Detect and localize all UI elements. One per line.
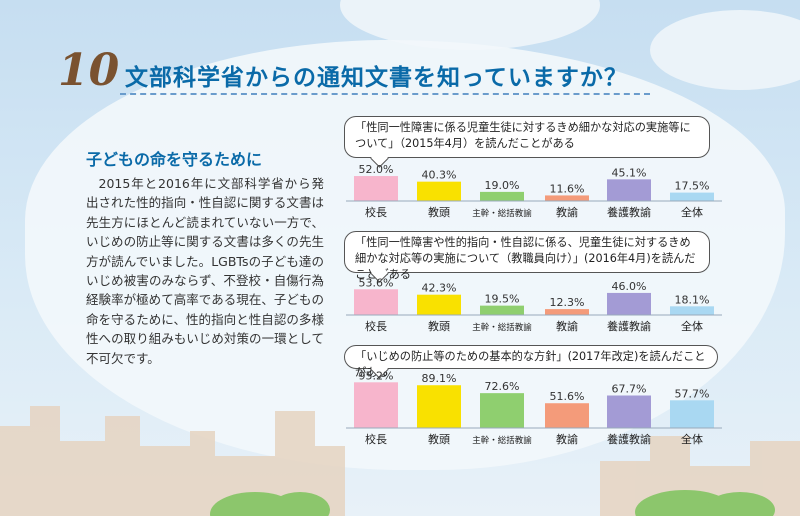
chart-2-value-label-6: 18.1% <box>675 293 710 306</box>
chart-2-category-label-1: 校長 <box>365 319 387 333</box>
chart-1-title: 「性同一性障害に係る児童生徒に対するきめ細かな対応の実施等について」（2015年… <box>355 121 691 150</box>
page-title: 文部科学省からの通知文書を知っていますか？ <box>125 65 628 91</box>
chart-2-category-label-4: 教諭 <box>556 319 578 333</box>
chart-3-category-label-6: 全体 <box>681 432 703 446</box>
chart-1-bar-2 <box>417 181 461 201</box>
chart-3-category-label-1: 校長 <box>365 432 387 446</box>
chart-1-bar-3 <box>480 191 524 201</box>
chart-1-value-label-6: 17.5% <box>675 180 710 193</box>
chart-3-category-label-3: 主幹・総括教諭 <box>472 435 532 446</box>
chart-3-bar-2 <box>417 385 461 428</box>
chart-2-category-label-3: 主幹・総括教諭 <box>472 322 532 333</box>
chart-1-value-label-2: 40.3% <box>422 169 457 182</box>
chart-2-value-label-5: 46.0% <box>612 280 647 293</box>
chart-3-value-label-4: 51.6% <box>550 390 585 403</box>
chart-2-category-label-6: 全体 <box>681 319 703 333</box>
chart-3-bar-3 <box>480 393 524 428</box>
chart-2-title-bubble: 「性同一性障害や性的指向・性自認に係る、児童生徒に対するきめ細かな対応等の実施に… <box>344 231 710 281</box>
chart-3-category-label-5: 養護教諭 <box>607 432 651 446</box>
chart-2-category-label-5: 養護教諭 <box>607 319 651 333</box>
chart-1-value-label-3: 19.0% <box>485 179 520 192</box>
chart-1-value-label-4: 11.6% <box>550 182 585 195</box>
chart-1-value-label-1: 52.0% <box>359 163 394 176</box>
chart-1-category-label-1: 校長 <box>365 205 387 219</box>
chart-1-category-label-4: 教諭 <box>556 205 578 219</box>
chart-1-value-label-5: 45.1% <box>612 166 647 179</box>
chart-1-title-bubble: 「性同一性障害に係る児童生徒に対するきめ細かな対応の実施等について」（2015年… <box>344 116 710 158</box>
cloud-decoration <box>650 10 800 90</box>
chart-3-bar-4 <box>545 403 589 428</box>
chart-3-bar-1 <box>354 382 398 428</box>
chart-2-bar-5 <box>607 292 651 315</box>
chart-1-category-label-2: 教頭 <box>428 206 450 219</box>
chart-2-category-label-2: 教頭 <box>428 320 450 333</box>
chart-2-bar-3 <box>480 305 524 315</box>
chart-3-category-label-4: 教諭 <box>556 432 578 446</box>
chart-1-category-label-6: 全体 <box>681 205 703 219</box>
chart-3-value-label-6: 57.7% <box>675 387 710 400</box>
chart-3-title-bubble: 「いじめの防止等のための基本的な方針」(2017年改定)を読んだことがある <box>344 345 718 379</box>
chart-2-bar-2 <box>417 294 461 315</box>
city-skyline-illustration <box>0 406 800 516</box>
chart-2-bar-4 <box>545 309 589 315</box>
chart-1-category-label-3: 主幹・総括教諭 <box>472 208 532 219</box>
chart-2-bar-6 <box>670 306 714 315</box>
chart-3-value-label-5: 67.7% <box>612 383 647 396</box>
article-body: 2015年と2016年に文部科学省から発出された性的指向・性自認に関する文書は先… <box>86 176 324 366</box>
chart-3-bar-6 <box>670 400 714 428</box>
chart-1-bar-1 <box>354 176 398 201</box>
chart-2-value-label-4: 12.3% <box>550 296 585 309</box>
chart-2-value-label-3: 19.5% <box>485 293 520 306</box>
chart-2-bar-1 <box>354 289 398 315</box>
chart-3-value-label-3: 72.6% <box>485 380 520 393</box>
chart-3-value-label-2: 89.1% <box>422 372 457 385</box>
chart-1-bar-5 <box>607 179 651 201</box>
chart-2-value-label-1: 53.6% <box>359 276 394 289</box>
chart-1-bar-4 <box>545 195 589 201</box>
chart-3-value-label-1: 95.2% <box>359 369 394 382</box>
section-number: 10 <box>58 45 120 96</box>
chart-2-title: 「性同一性障害や性的指向・性自認に係る、児童生徒に対するきめ細かな対応等の実施に… <box>355 236 696 281</box>
article-subheading: 子どもの命を守るために <box>86 150 263 169</box>
chart-1-category-label-5: 養護教諭 <box>607 205 651 219</box>
chart-2-value-label-2: 42.3% <box>422 282 457 295</box>
title-underline <box>120 93 650 95</box>
chart-3-bar-5 <box>607 395 651 428</box>
chart-1-bar-6 <box>670 192 714 201</box>
chart-3-category-label-2: 教頭 <box>428 433 450 446</box>
